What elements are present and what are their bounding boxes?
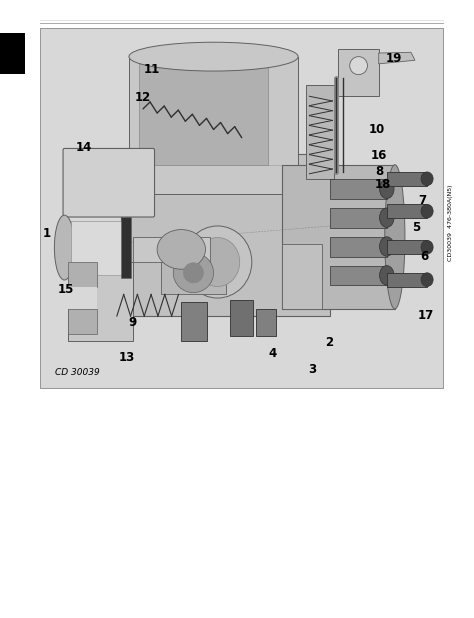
Text: 15: 15 [57, 282, 73, 296]
Text: 12: 12 [135, 91, 151, 104]
Text: 18: 18 [375, 177, 391, 191]
Bar [69, 262, 133, 341]
Bar [0, 33, 25, 74]
Bar [129, 57, 298, 193]
Ellipse shape [183, 226, 252, 298]
Ellipse shape [350, 57, 367, 75]
Bar [330, 266, 387, 286]
Text: CD 30039: CD 30039 [55, 368, 99, 377]
Text: 9: 9 [128, 316, 137, 329]
Text: 13: 13 [119, 350, 135, 364]
Ellipse shape [385, 165, 405, 309]
Text: 7: 7 [419, 194, 427, 208]
Ellipse shape [129, 42, 298, 71]
Ellipse shape [421, 205, 433, 218]
Bar [387, 240, 427, 254]
FancyBboxPatch shape [63, 148, 155, 217]
Bar [71, 221, 125, 274]
Ellipse shape [380, 237, 394, 256]
Bar [181, 302, 208, 341]
Bar [282, 165, 395, 309]
Polygon shape [379, 53, 415, 64]
Bar [282, 244, 322, 309]
Ellipse shape [421, 240, 433, 254]
Bar [338, 49, 379, 96]
Text: 1: 1 [42, 227, 51, 240]
Bar [69, 262, 97, 287]
Text: 8: 8 [375, 165, 383, 179]
Bar [69, 287, 97, 309]
Bar [133, 237, 210, 262]
Text: 6: 6 [420, 250, 428, 263]
Bar [387, 172, 427, 185]
Text: CD30039  476-380A(N5): CD30039 476-380A(N5) [448, 184, 453, 261]
Text: 14: 14 [76, 140, 92, 154]
Ellipse shape [421, 273, 433, 287]
Ellipse shape [157, 229, 206, 269]
Bar [330, 237, 387, 256]
Ellipse shape [195, 237, 240, 287]
Text: 2: 2 [325, 336, 334, 350]
Text: 16: 16 [371, 149, 387, 163]
Text: 17: 17 [418, 308, 434, 322]
Bar [40, 28, 443, 388]
Bar [69, 309, 97, 334]
Bar [121, 217, 131, 278]
Text: 5: 5 [411, 221, 420, 234]
Bar [387, 205, 427, 218]
Bar [139, 64, 268, 165]
Bar [306, 85, 334, 179]
Ellipse shape [380, 179, 394, 198]
Text: 19: 19 [386, 52, 402, 66]
Ellipse shape [380, 208, 394, 227]
Text: 10: 10 [369, 123, 385, 137]
Bar [121, 154, 330, 316]
Text: 4: 4 [268, 347, 277, 360]
Text: 3: 3 [308, 363, 316, 376]
Ellipse shape [421, 172, 433, 185]
Ellipse shape [380, 266, 394, 285]
Bar [256, 309, 276, 336]
Ellipse shape [173, 253, 214, 293]
Bar [229, 300, 253, 336]
Ellipse shape [55, 215, 74, 280]
Bar [161, 251, 226, 294]
Bar [330, 179, 387, 199]
Text: 11: 11 [144, 62, 160, 76]
Bar [330, 208, 387, 228]
Bar [387, 273, 427, 287]
Ellipse shape [183, 263, 203, 283]
